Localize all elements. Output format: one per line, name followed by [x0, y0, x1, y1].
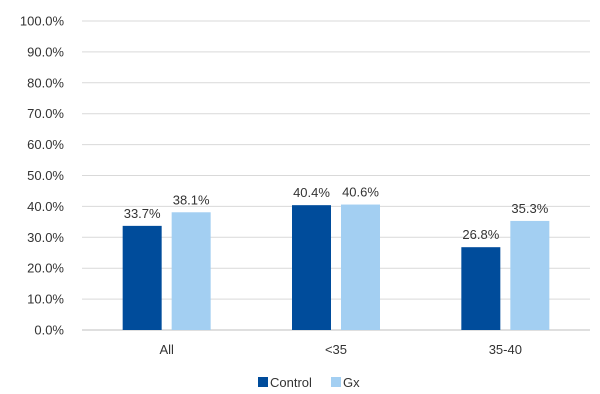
legend: Control Gx: [258, 375, 360, 390]
x-category-label: All: [159, 342, 174, 357]
x-axis-category-labels: All <35 35-40: [159, 342, 522, 357]
data-labels: 33.7% 38.1% 40.4% 40.6% 26.8% 35.3%: [124, 185, 549, 243]
bar-gx-0: [171, 212, 211, 330]
data-label: 38.1%: [173, 192, 210, 207]
y-tick-label: 40.0%: [27, 199, 64, 214]
y-tick-label: 80.0%: [27, 75, 64, 90]
data-label: 33.7%: [124, 206, 161, 221]
y-tick-label: 60.0%: [27, 137, 64, 152]
bar-control-0: [122, 225, 162, 330]
data-label: 40.6%: [342, 185, 379, 200]
bar-gx-1: [341, 204, 380, 330]
x-category-label: <35: [325, 342, 347, 357]
y-tick-label: 30.0%: [27, 230, 64, 245]
data-label: 26.8%: [462, 227, 499, 242]
y-axis-tick-labels: 0.0% 10.0% 20.0% 30.0% 40.0% 50.0% 60.0% 70.0% 8…: [20, 14, 65, 338]
data-label: 35.3%: [511, 201, 548, 216]
legend-label: Gx: [343, 375, 360, 390]
gridlines: [82, 20, 590, 331]
y-tick-label: 20.0%: [27, 261, 64, 276]
y-tick-label: 70.0%: [27, 106, 64, 121]
x-category-label: 35-40: [489, 342, 522, 357]
legend-swatch-control: [258, 377, 268, 387]
bar-control-1: [292, 205, 331, 330]
y-tick-label: 100.0%: [20, 14, 65, 29]
y-tick-label: 50.0%: [27, 168, 64, 183]
y-tick-label: 90.0%: [27, 44, 64, 59]
bar-control-2: [461, 247, 501, 330]
bar-gx-2: [510, 220, 550, 330]
y-tick-label: 0.0%: [34, 323, 64, 338]
y-tick-label: 10.0%: [27, 292, 64, 307]
data-label: 40.4%: [293, 185, 330, 200]
bars: [122, 204, 550, 330]
legend-swatch-gx: [331, 377, 341, 387]
legend-label: Control: [270, 375, 312, 390]
